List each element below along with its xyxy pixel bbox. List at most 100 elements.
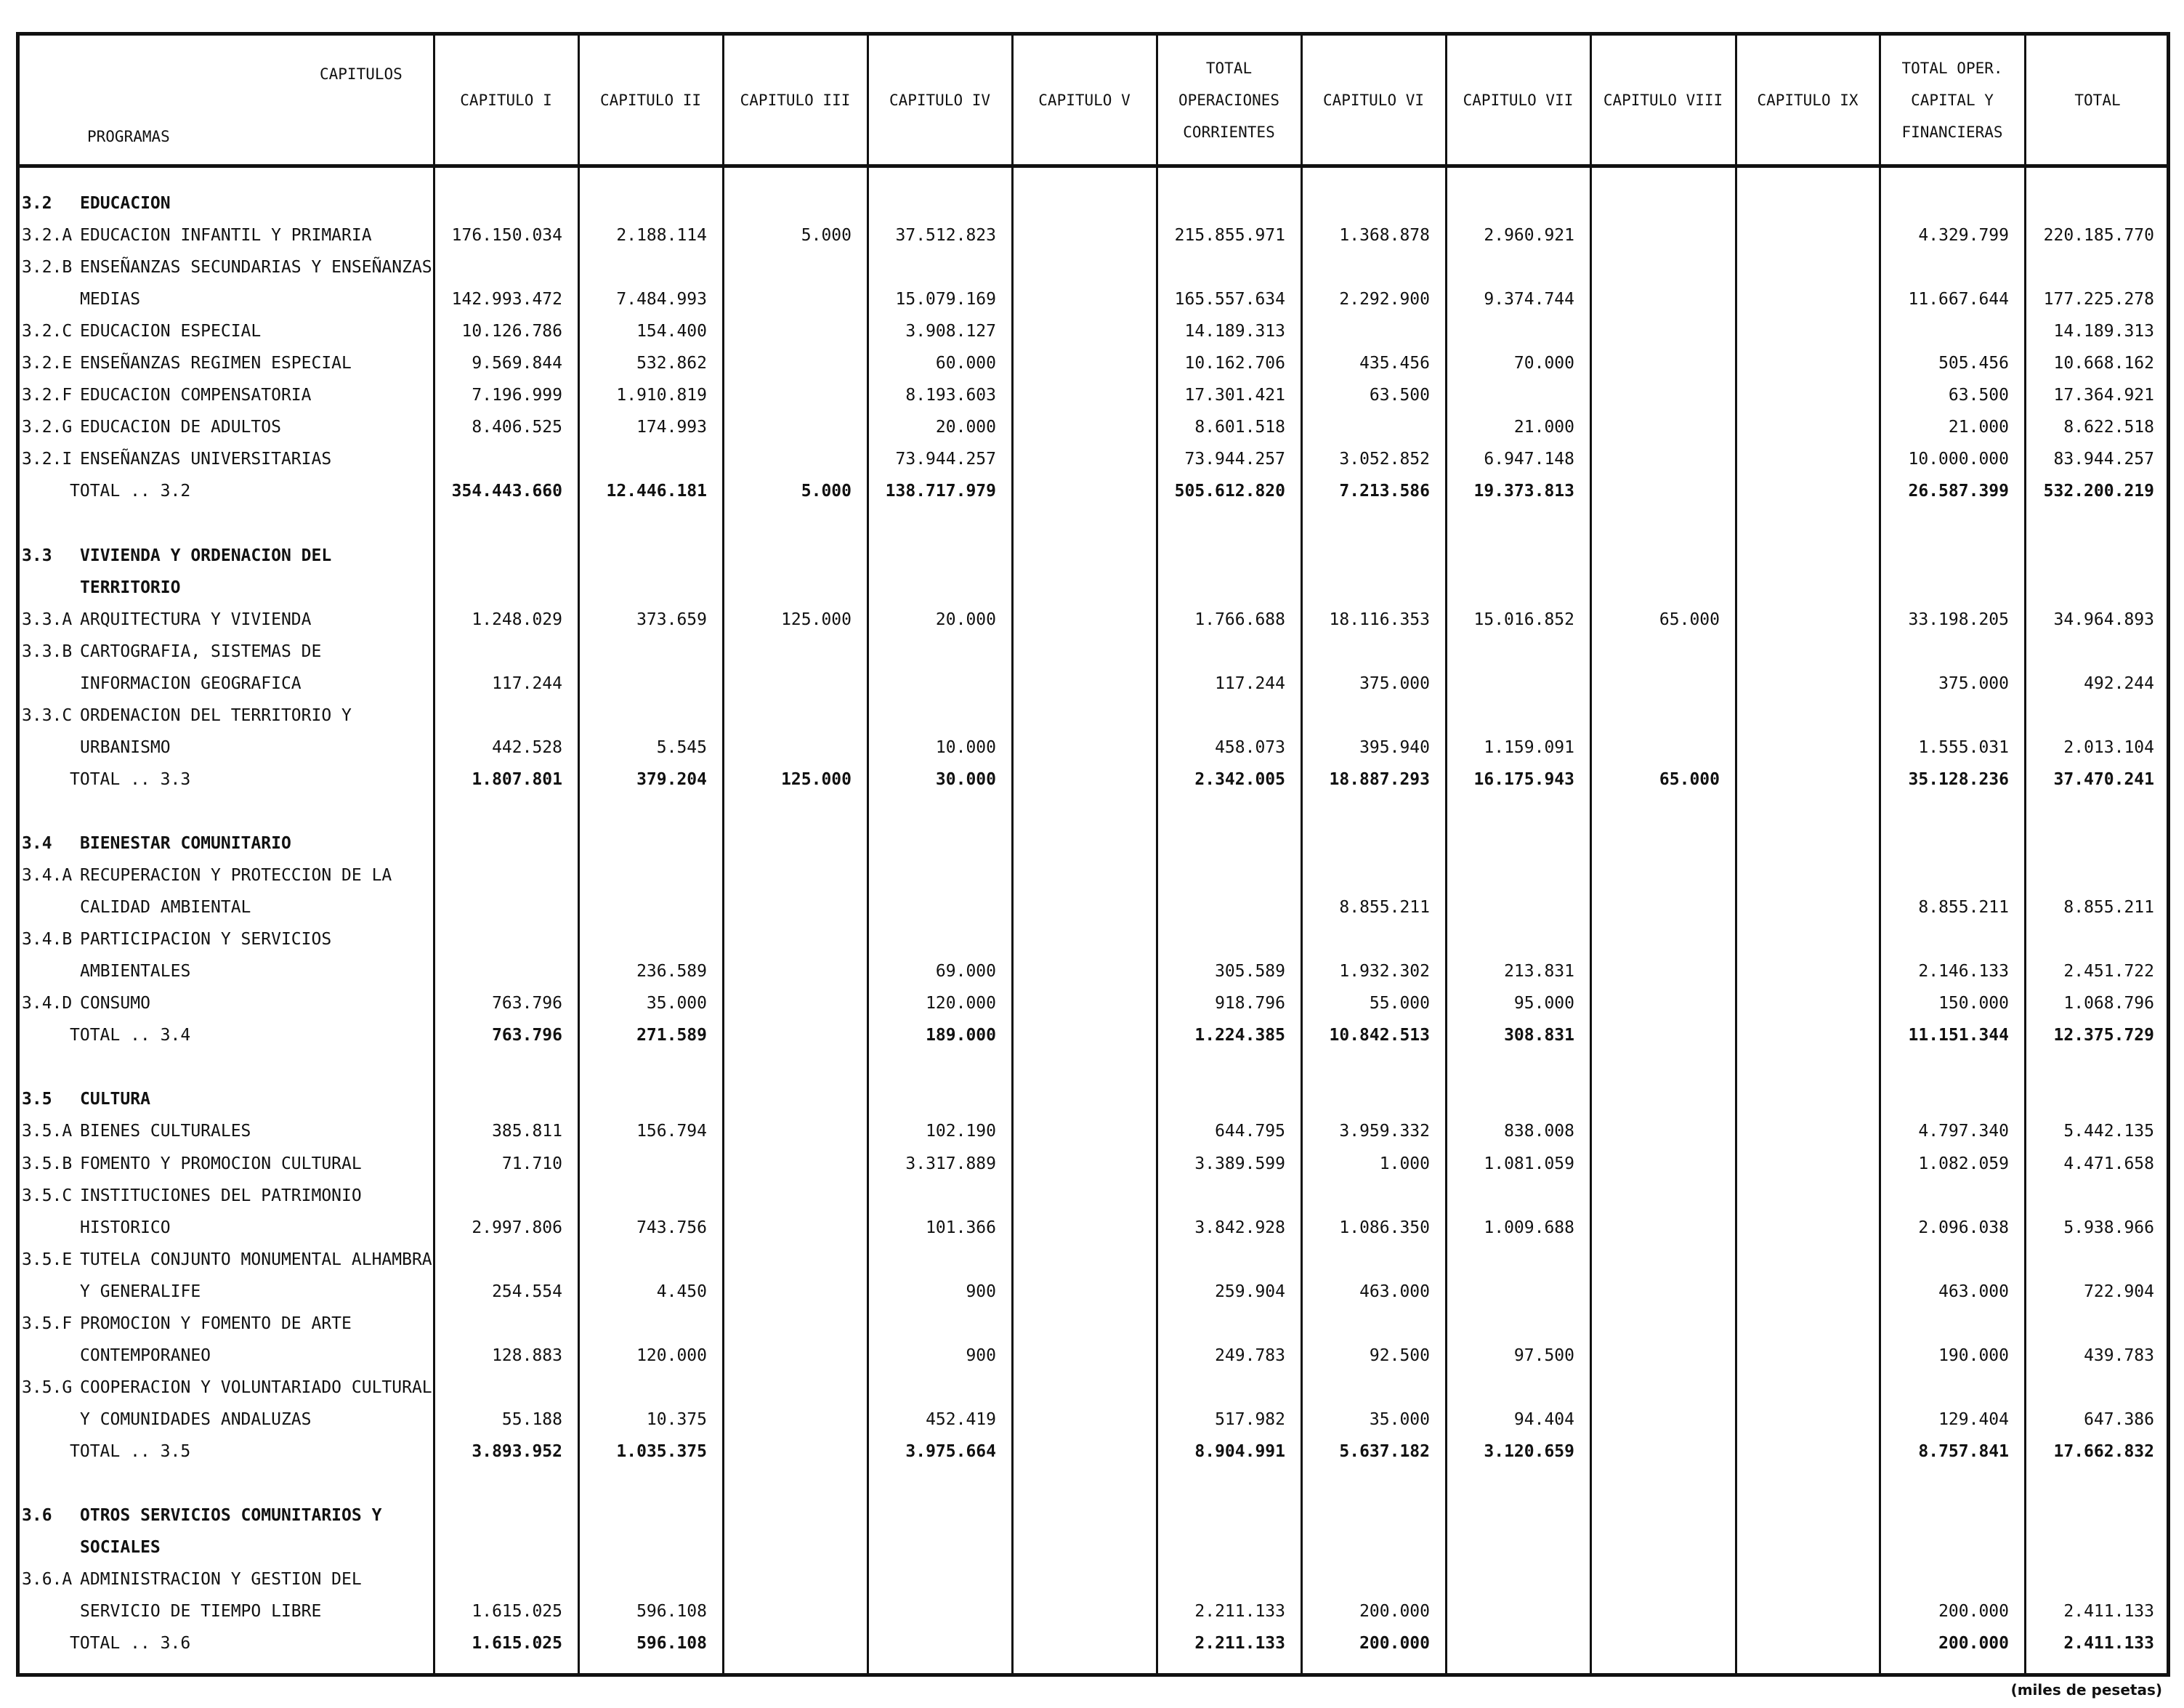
program-code: 3.2.G [22,418,73,437]
section-label: VIVIENDA Y ORDENACION DEL [80,546,332,565]
table-cell: 8.757.841 [1918,1441,2009,1461]
table-cell: 1.910.819 [616,386,707,405]
table-cell: 900 [966,1345,996,1365]
table-cell: 101.366 [926,1218,996,1237]
program-label: TUTELA CONJUNTO MONUMENTAL ALHAMBRA [80,1250,432,1269]
table-cell: 1.086.350 [1339,1218,1430,1237]
program-label: AMBIENTALES [80,962,191,982]
program-label: ORDENACION DEL TERRITORIO Y [80,705,352,725]
program-code: 3.3 [22,546,52,565]
program-code: 3.3.C [22,705,73,725]
column-divider [1156,32,1158,1677]
table-cell: 452.419 [926,1409,996,1429]
table-cell: 5.637.182 [1339,1441,1430,1461]
table-cell: 150.000 [1938,994,2009,1013]
column-header: FINANCIERAS [1901,124,2003,141]
table-cell: 743.756 [636,1218,707,1237]
program-code: 3.5 [22,1090,52,1109]
column-header: CAPITULO VII [1463,92,1574,109]
table-cell: 20.000 [935,418,996,437]
table-cell: 3.908.127 [905,322,996,341]
column-header: OPERACIONES [1178,92,1280,109]
table-cell: 1.159.091 [1484,737,1574,757]
table-cell: 156.794 [636,1122,707,1141]
table-cell: 14.189.313 [1184,322,1285,341]
table-cell: 385.811 [492,1122,562,1141]
column-divider [1011,32,1014,1677]
table-cell: 900 [966,1282,996,1301]
table-cell: 1.000 [1379,1154,1430,1173]
section-label: OTROS SERVICIOS COMUNITARIOS Y [80,1506,382,1526]
program-code: 3.2.I [22,450,73,469]
table-cell: 7.484.993 [616,290,707,309]
table-cell: 2.997.806 [472,1218,562,1237]
table-cell: 1.035.375 [616,1441,707,1461]
table-cell: 200.000 [1938,1602,2009,1622]
table-cell: 71.710 [501,1154,562,1173]
table-cell: 10.000 [935,737,996,757]
table-cell: 1.615.025 [472,1602,562,1622]
table-cell: 2.411.133 [2063,1602,2154,1622]
program-label: INSTITUCIONES DEL PATRIMONIO [80,1186,362,1205]
table-cell: 354.443.660 [451,482,562,501]
table-cell: 2.211.133 [1194,1602,1285,1622]
table-cell: 259.904 [1215,1282,1285,1301]
table-cell: 2.342.005 [1194,769,1285,789]
table-cell: 63.500 [1948,386,2009,405]
program-label: INFORMACION GEOGRAFICA [80,673,302,693]
program-label: MEDIAS [80,290,141,309]
total-label: TOTAL .. 3.6 [70,1634,191,1654]
section-label: SOCIALES [80,1538,161,1558]
table-cell: 60.000 [935,354,996,373]
table-cell: 142.993.472 [451,290,562,309]
column-header: CAPITULO III [740,92,851,109]
table-cell: 83.944.257 [2053,450,2154,469]
table-cell: 4.471.658 [2063,1154,2154,1173]
table-cell: 1.081.059 [1484,1154,1574,1173]
column-divider [1735,32,1737,1677]
total-label: TOTAL .. 3.2 [70,482,191,501]
program-code: 3.2.C [22,322,73,341]
table-cell: 125.000 [781,769,852,789]
table-cell: 15.079.169 [895,290,996,309]
section-label: EDUCACION [80,194,171,213]
program-code: 3.2 [22,194,52,213]
table-cell: 5.938.966 [2063,1218,2154,1237]
program-label: FOMENTO Y PROMOCION CULTURAL [80,1154,362,1173]
table-cell: 4.797.340 [1918,1122,2009,1141]
column-header: CORRIENTES [1183,124,1275,141]
program-code: 3.5.E [22,1250,73,1269]
table-cell: 200.000 [1359,1634,1430,1654]
table-cell: 532.862 [636,354,707,373]
table-cell: 463.000 [1359,1282,1430,1301]
table-cell: 1.615.025 [472,1634,562,1654]
table-cell: 463.000 [1938,1282,2009,1301]
table-cell: 379.204 [636,769,707,789]
table-cell: 10.000.000 [1908,450,2009,469]
column-divider [1879,32,1881,1677]
table-cell: 395.940 [1359,737,1430,757]
table-cell: 2.292.900 [1339,290,1430,309]
program-label: CONSUMO [80,994,150,1013]
table-cell: 505.456 [1938,354,2009,373]
table-cell: 505.612.820 [1174,482,1285,501]
table-cell: 200.000 [1359,1602,1430,1622]
program-label: SERVICIO DE TIEMPO LIBRE [80,1602,322,1622]
total-label: TOTAL .. 3.3 [70,769,191,789]
program-code: 3.5.F [22,1314,73,1333]
table-cell: 8.601.518 [1194,418,1285,437]
table-cell: 2.096.038 [1918,1218,2009,1237]
table-cell: 1.068.796 [2063,994,2154,1013]
program-code: 3.5.B [22,1154,73,1173]
column-divider [1301,32,1303,1677]
table-cell: 138.717.979 [885,482,996,501]
column-header: CAPITULO VI [1322,92,1425,109]
table-cell: 596.108 [636,1634,707,1654]
table-cell: 154.400 [636,322,707,341]
program-code: 3.4.B [22,930,73,950]
program-code: 3.5.G [22,1377,73,1397]
column-divider [2024,32,2026,1677]
header-programas: PROGRAMAS [87,128,170,145]
table-cell: 435.456 [1359,354,1430,373]
